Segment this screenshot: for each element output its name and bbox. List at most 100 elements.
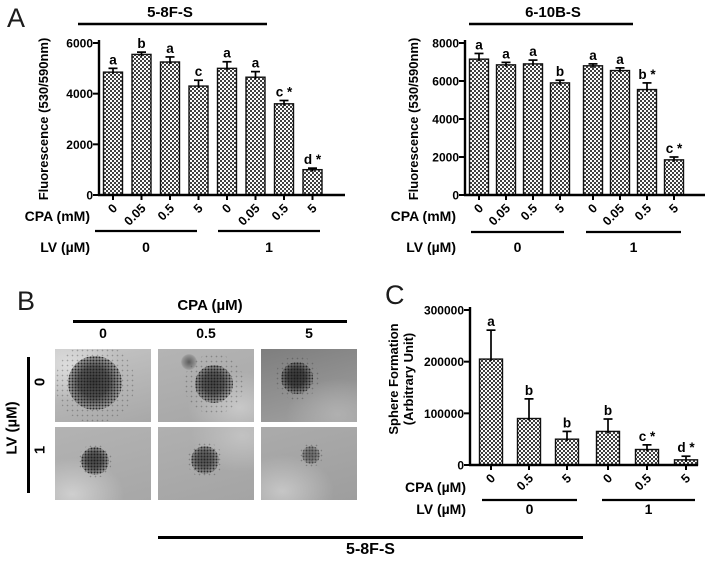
sig-label: c * (639, 429, 656, 444)
bar (582, 65, 604, 196)
panel-a-letter: A (7, 3, 26, 33)
panel-b-lv-axis-title: LV (µM) (3, 401, 21, 455)
y-tick-label: 0 (452, 189, 459, 203)
chart-sphere-formation: Sphere Formation (Arbitrary Unit) a 0 b 0.5 b 5… (386, 304, 699, 517)
group-label: 0 (514, 239, 522, 255)
panel-c-letter: C (385, 280, 405, 310)
sig-label: c * (666, 141, 683, 156)
bar (216, 67, 238, 196)
bar (522, 63, 544, 196)
x-category-label: 0.5 (632, 471, 654, 493)
y-tick-label: 2000 (432, 151, 459, 165)
panel-b-cpa-axis-title: CPA (µM) (177, 297, 243, 314)
x-category-label: 5 (305, 201, 320, 216)
x-category-label: 0 (585, 201, 600, 216)
group-axis-title: LV (µM) (40, 239, 90, 255)
bar (302, 168, 323, 196)
y-axis-title: Fluorescence (530/590nm) (36, 38, 51, 201)
micrograph-lv1-cpa0 (55, 427, 151, 500)
sig-label: a (502, 46, 510, 61)
x-category-label: 0 (600, 471, 615, 486)
micrograph-lv0-cpa5 (261, 349, 357, 422)
x-axis-title: CPA (mM) (25, 208, 90, 224)
sig-label: b * (638, 67, 656, 82)
y-axis-title: (Arbitrary Unit) (401, 333, 416, 425)
panel-b-row-label-1: 1 (31, 445, 49, 455)
x-category-label: 5 (666, 201, 681, 216)
group-axis-title: LV (µM) (406, 239, 456, 255)
x-category-label: 0 (471, 201, 486, 216)
sig-label: b (563, 415, 571, 430)
y-tick-label: 2000 (66, 138, 93, 152)
y-tick-label: 4000 (66, 87, 93, 101)
chart-fluorescence-6-10b-s: 6-10B-S Fluorescence (530/590nm) a 0 a 0.05 a 0… (391, 4, 705, 255)
bar (188, 85, 209, 196)
sig-label: a (252, 56, 260, 71)
sig-label: a (529, 44, 537, 59)
sig-label: c * (276, 85, 293, 100)
panel-b-col-label-0-5: 0.5 (196, 325, 216, 341)
sphere-texture (191, 445, 220, 474)
x-axis-title: CPA (mM) (391, 208, 456, 224)
x-category-label: 5 (191, 201, 206, 216)
sig-label: d * (304, 152, 322, 167)
group-axis-title: LV (µM) (416, 501, 466, 517)
panel-b-col-label-0: 0 (99, 325, 107, 341)
y-tick-label: 4000 (432, 113, 459, 127)
sig-label: a (223, 46, 231, 61)
micrograph-lv0-cpa0.5 (158, 349, 254, 422)
sig-label: b (137, 36, 145, 51)
x-category-label: 5 (552, 201, 567, 216)
y-tick-label: 6000 (432, 75, 459, 89)
x-category-label: 0.05 (486, 201, 513, 228)
x-category-label: 0 (483, 471, 498, 486)
y-tick-label: 200000 (424, 355, 464, 369)
bar (554, 438, 580, 466)
y-tick-label: 100000 (424, 407, 464, 421)
micrograph-lv1-cpa0.5 (158, 427, 254, 500)
x-category-label: 5 (678, 471, 693, 486)
y-tick-label: 6000 (66, 37, 93, 51)
bar (549, 82, 571, 196)
micrograph-lv1-cpa5 (261, 427, 357, 500)
sig-label: b (556, 64, 564, 79)
y-tick-label: 300000 (424, 304, 464, 318)
x-category-label: 0.5 (518, 201, 540, 223)
group-label: 0 (526, 501, 534, 517)
bar (663, 159, 685, 196)
group-label: 1 (265, 239, 273, 255)
sig-label: a (166, 41, 174, 56)
bar (245, 76, 266, 196)
sphere-texture (194, 365, 233, 404)
chart-title: 6-10B-S (525, 4, 581, 21)
x-category-label: 0 (105, 201, 120, 216)
sphere-texture (301, 445, 320, 464)
group-label: 1 (645, 501, 653, 517)
x-category-label: 0.05 (600, 201, 627, 228)
sphere-body (301, 445, 320, 464)
bar (636, 88, 658, 196)
bar (131, 53, 152, 196)
micrograph-lv0-cpa0 (55, 349, 151, 422)
sphere-texture (68, 355, 123, 410)
bar (159, 61, 181, 196)
sphere-body (68, 355, 123, 410)
group-label: 0 (142, 239, 150, 255)
x-category-label: 0.5 (269, 201, 291, 223)
bar (609, 69, 631, 196)
sphere-texture (81, 446, 110, 475)
bottom-cell-line-label: 5-8F-S (346, 541, 395, 558)
y-axis-title: Fluorescence (530/590nm) (406, 38, 421, 201)
bar (273, 103, 295, 196)
panel-b-row-label-0: 0 (31, 377, 49, 387)
y-tick-label: 0 (86, 189, 93, 203)
x-category-label: 0.5 (514, 471, 536, 493)
bar (478, 358, 504, 466)
sig-label: a (616, 52, 624, 67)
panel-b-col-label-5: 5 (305, 325, 313, 341)
sig-label: b (604, 403, 612, 418)
x-axis-title: CPA (µM) (405, 479, 466, 495)
sphere-body (191, 445, 220, 474)
sphere-texture (281, 362, 314, 395)
